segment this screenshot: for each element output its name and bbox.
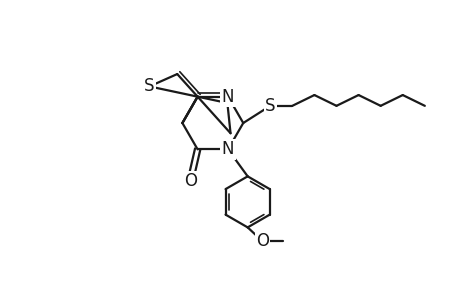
- Text: O: O: [255, 232, 269, 250]
- Text: N: N: [221, 140, 234, 158]
- Text: S: S: [264, 97, 275, 115]
- Text: N: N: [221, 88, 234, 106]
- Text: O: O: [183, 172, 196, 190]
- Text: S: S: [144, 77, 154, 95]
